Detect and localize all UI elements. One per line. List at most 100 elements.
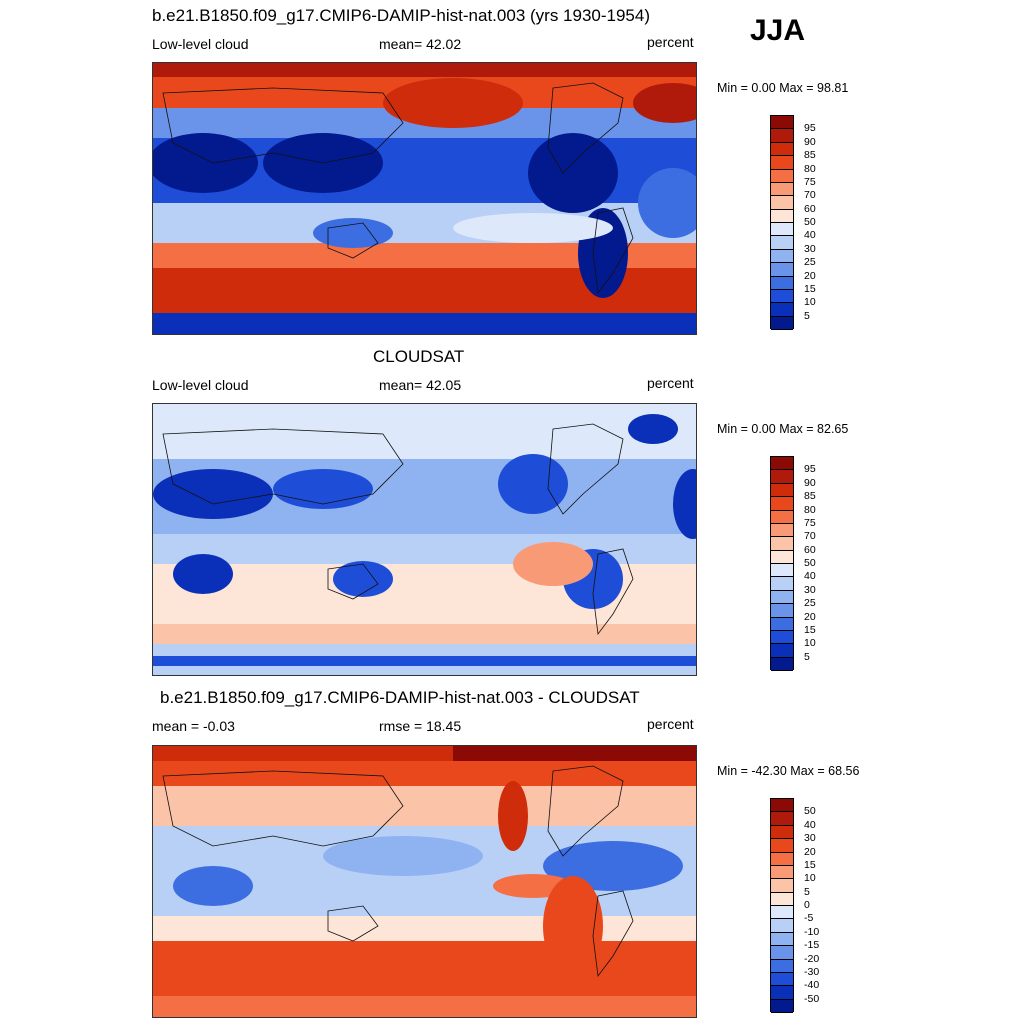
colorbar-tick-label: 10 — [804, 872, 816, 885]
colorbar-segment — [771, 959, 793, 973]
colorbar-tick-label: 80 — [804, 162, 816, 175]
colorbar-tick-label: 90 — [804, 476, 816, 489]
colorbar-tick-label: -15 — [804, 939, 820, 952]
panel1-variable-label: Low-level cloud — [152, 36, 249, 52]
colorbar-segment — [771, 932, 793, 947]
colorbar-segment — [771, 550, 793, 564]
panel2-minmax: Min = 0.00 Max = 82.65 — [717, 422, 849, 436]
colorbar-tick-label: -20 — [804, 952, 820, 965]
colorbar-segment — [771, 825, 793, 840]
colorbar-tick-label: 50 — [804, 216, 816, 228]
colorbar-segment — [771, 644, 793, 658]
colorbar-segment — [771, 510, 793, 524]
colorbar-tick-label: 5 — [804, 885, 810, 898]
colorbar-tick-label: 80 — [804, 503, 816, 516]
panel1-map — [152, 62, 697, 335]
colorbar-segment — [771, 249, 793, 264]
panel2-colorbar — [770, 456, 794, 671]
colorbar-segment — [771, 497, 793, 511]
colorbar-tick-label: 20 — [804, 610, 816, 623]
colorbar-segment — [771, 156, 793, 170]
colorbar-tick-label: 95 — [804, 122, 816, 135]
colorbar-tick-label: -30 — [804, 965, 820, 978]
colorbar-tick-label: 60 — [804, 202, 816, 215]
colorbar-segment — [771, 799, 793, 813]
panel3-title: b.e21.B1850.f09_g17.CMIP6-DAMIP-hist-nat… — [160, 688, 640, 707]
colorbar-segment — [771, 263, 793, 277]
colorbar-tick-label: 50 — [804, 557, 816, 569]
colorbar-segment — [771, 196, 793, 210]
panel3-minmax: Min = -42.30 Max = 68.56 — [717, 764, 860, 778]
panel3-units-label: percent — [647, 716, 694, 732]
colorbar-tick-label: 30 — [804, 242, 816, 255]
colorbar-segment — [771, 182, 793, 197]
colorbar-segment — [771, 523, 793, 538]
colorbar-tick-label: 20 — [804, 269, 816, 282]
colorbar-segment — [771, 142, 793, 157]
colorbar-segment — [771, 986, 793, 1000]
colorbar-segment — [771, 577, 793, 591]
panel1-mean-label: mean= 42.02 — [379, 36, 462, 52]
panel1-title: b.e21.B1850.f09_g17.CMIP6-DAMIP-hist-nat… — [152, 6, 650, 25]
colorbar-segment — [771, 892, 793, 906]
colorbar-tick-label: 5 — [804, 650, 810, 663]
panel1-colorbar — [770, 115, 794, 330]
colorbar-segment — [771, 470, 793, 484]
colorbar-segment — [771, 852, 793, 866]
colorbar-tick-label: 15 — [804, 623, 816, 636]
colorbar-segment — [771, 865, 793, 880]
colorbar-tick-label: 60 — [804, 543, 816, 556]
colorbar-tick-label: 85 — [804, 149, 816, 162]
colorbar-segment — [771, 209, 793, 223]
colorbar-segment — [771, 999, 793, 1013]
colorbar-tick-label: -10 — [804, 925, 820, 938]
colorbar-tick-label: 5 — [804, 309, 810, 322]
colorbar-tick-label: 10 — [804, 637, 816, 650]
colorbar-segment — [771, 316, 793, 330]
colorbar-segment — [771, 590, 793, 605]
colorbar-tick-label: 0 — [804, 899, 810, 911]
colorbar-segment — [771, 223, 793, 237]
colorbar-segment — [771, 236, 793, 250]
panel2-map — [152, 403, 697, 676]
colorbar-segment — [771, 630, 793, 645]
colorbar-tick-label: 90 — [804, 135, 816, 148]
colorbar-segment — [771, 839, 793, 853]
colorbar-segment — [771, 657, 793, 671]
colorbar-segment — [771, 972, 793, 987]
colorbar-tick-label: 40 — [804, 570, 816, 583]
panel2-variable-label: Low-level cloud — [152, 377, 249, 393]
colorbar-tick-label: -40 — [804, 979, 820, 992]
colorbar-segment — [771, 276, 793, 290]
colorbar-tick-label: -5 — [804, 912, 814, 925]
colorbar-segment — [771, 919, 793, 933]
panel1-minmax: Min = 0.00 Max = 98.81 — [717, 81, 849, 95]
colorbar-tick-label: 40 — [804, 229, 816, 242]
colorbar-segment — [771, 946, 793, 960]
colorbar-segment — [771, 169, 793, 183]
panel2-mean-label: mean= 42.05 — [379, 377, 462, 393]
panel3-mean-label: mean = -0.03 — [152, 718, 235, 734]
panel3-map — [152, 745, 697, 1018]
colorbar-tick-label: 50 — [804, 805, 816, 818]
panel2-units-label: percent — [647, 375, 694, 391]
colorbar-segment — [771, 879, 793, 893]
colorbar-segment — [771, 483, 793, 498]
colorbar-segment — [771, 457, 793, 471]
colorbar-segment — [771, 116, 793, 130]
colorbar-tick-label: 75 — [804, 175, 816, 188]
colorbar-segment — [771, 812, 793, 826]
colorbar-tick-label: 75 — [804, 516, 816, 529]
colorbar-tick-label: 15 — [804, 858, 816, 871]
colorbar-tick-label: 85 — [804, 490, 816, 503]
panel3-colorbar — [770, 798, 794, 1013]
colorbar-segment — [771, 906, 793, 920]
colorbar-segment — [771, 289, 793, 304]
colorbar-tick-label: -50 — [804, 992, 820, 1005]
colorbar-segment — [771, 129, 793, 143]
colorbar-tick-label: 70 — [804, 189, 816, 202]
panel2-title: CLOUDSAT — [373, 347, 465, 366]
panel1-units-label: percent — [647, 34, 694, 50]
colorbar-segment — [771, 537, 793, 551]
colorbar-tick-label: 30 — [804, 832, 816, 845]
